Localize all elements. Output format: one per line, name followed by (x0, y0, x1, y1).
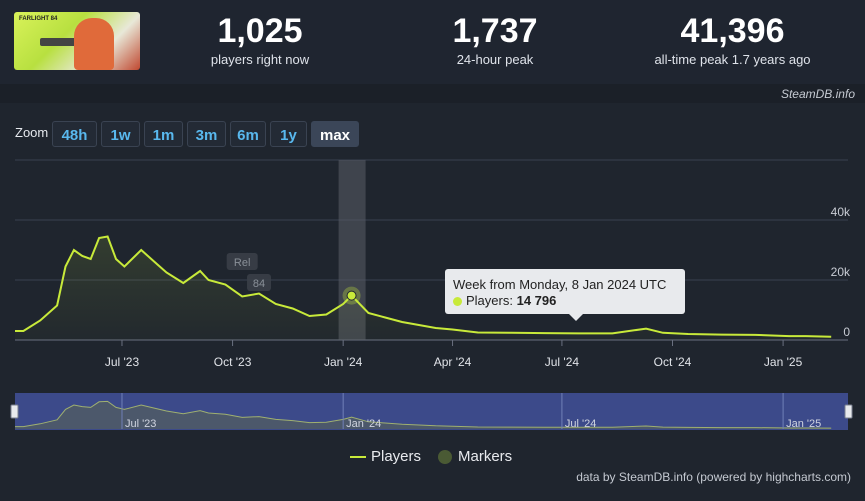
stat-24h-peak-label: 24-hour peak (456, 52, 534, 67)
navigator-handle-right (844, 404, 853, 419)
header-bar: FARLIGHT 84 1,025 players right now 1,73… (0, 0, 865, 84)
x-tick-label: Jan '24 (324, 355, 363, 369)
zoom-1y-button[interactable]: 1y (270, 121, 307, 147)
zoom-1w-button[interactable]: 1w (101, 121, 140, 147)
thumbnail-character (74, 18, 114, 70)
line-swatch-icon (350, 456, 366, 459)
zoom-3m-button[interactable]: 3m (187, 121, 226, 147)
tooltip-value-row: Players: 14 796 (453, 293, 556, 308)
tooltip-value: 14 796 (516, 293, 557, 308)
players-area (15, 236, 832, 340)
y-tick-label: 40k (831, 205, 851, 219)
x-tick-label: Apr '24 (434, 355, 472, 369)
tooltip-series-label: Players: (466, 293, 513, 308)
tooltip: Week from Monday, 8 Jan 2024 UTC Players… (445, 269, 685, 321)
navigator-tick-label: Jan '25 (786, 418, 821, 430)
thumbnail-art (40, 38, 80, 46)
x-tick-label: Oct '24 (654, 355, 692, 369)
series-dot-icon (453, 297, 462, 307)
x-tick-label: Jul '23 (105, 355, 140, 369)
y-tick-label: 0 (843, 325, 850, 339)
watermark[interactable]: SteamDB.info (780, 87, 855, 101)
y-tick-label: 20k (831, 265, 851, 279)
tooltip-arrow-icon (569, 314, 583, 321)
players-line (15, 235, 832, 338)
hover-point[interactable] (346, 290, 357, 301)
event-marker-label: 84 (253, 278, 265, 290)
stat-24h-peak: 1,737 24-hour peak (430, 12, 560, 67)
zoom-48h-button[interactable]: 48h (52, 121, 97, 147)
thumbnail-logo: FARLIGHT 84 (19, 16, 58, 22)
legend-markers-label: Markers (458, 448, 513, 465)
legend-players-label: Players (371, 448, 422, 465)
navigator-tick-label: Jul '24 (565, 418, 596, 430)
x-tick-label: Jul '24 (545, 355, 580, 369)
zoom-max-button[interactable]: max (311, 121, 359, 147)
navigator-area (15, 401, 832, 429)
zoom-6m-button[interactable]: 6m (230, 121, 266, 147)
stat-alltime-peak-label: all-time peak 1.7 years ago (654, 52, 811, 67)
zoom-label: Zoom (15, 125, 49, 140)
zoom-1m-button[interactable]: 1m (144, 121, 183, 147)
x-tick-label: Oct '23 (214, 355, 252, 369)
navigator-tick-label: Jul '23 (125, 418, 156, 430)
event-marker-label: Rel (234, 257, 251, 269)
event-marker[interactable] (247, 274, 272, 291)
legend-item-players[interactable]: Players (350, 448, 421, 465)
stat-current-value: 1,025 (217, 12, 303, 50)
stat-alltime-peak: 41,396 all-time peak 1.7 years ago (640, 12, 825, 67)
stat-alltime-peak-value: 41,396 (680, 12, 785, 50)
navigator-handle-left (10, 404, 19, 419)
navigator-tick-label: Jan '24 (346, 418, 381, 430)
stat-current: 1,025 players right now (195, 12, 325, 67)
stat-24h-peak-value: 1,737 (452, 12, 538, 50)
legend-item-markers[interactable]: Markers (438, 448, 512, 465)
game-thumbnail[interactable]: FARLIGHT 84 (14, 12, 140, 70)
marker-swatch-icon (438, 450, 452, 465)
x-tick-label: Jan '25 (764, 355, 803, 369)
event-marker[interactable] (226, 253, 258, 270)
stat-current-label: players right now (210, 52, 310, 67)
tooltip-title: Week from Monday, 8 Jan 2024 UTC (453, 277, 667, 292)
credit-text[interactable]: data by SteamDB.info (powered by highcha… (576, 470, 851, 484)
navigator-line (15, 400, 832, 429)
